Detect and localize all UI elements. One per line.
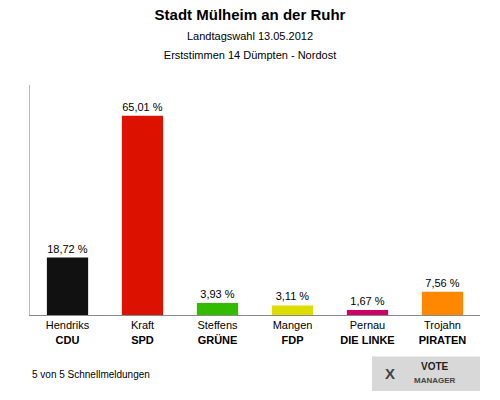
svg-text:X: X xyxy=(385,365,395,382)
svg-text:MangenFDP: MangenFDP xyxy=(273,319,313,345)
svg-text:Stadt Mülheim an der RuhrLandt: Stadt Mülheim an der RuhrLandtagswahl 13… xyxy=(155,6,346,61)
svg-text:SteffensGRÜNE: SteffensGRÜNE xyxy=(197,319,238,345)
svg-text:MANAGER: MANAGER xyxy=(414,376,456,385)
svg-text:3,93 %: 3,93 % xyxy=(200,288,234,300)
svg-text:5 von 5 Schnellmeldungen: 5 von 5 Schnellmeldungen xyxy=(32,369,150,380)
svg-text:VOTE: VOTE xyxy=(421,361,449,372)
svg-text:7,56 %: 7,56 % xyxy=(425,277,459,289)
svg-text:18,72 %: 18,72 % xyxy=(47,243,88,255)
svg-text:KraftSPD: KraftSPD xyxy=(131,319,154,345)
svg-text:1,67 %: 1,67 % xyxy=(350,295,384,307)
svg-text:3,11 %: 3,11 % xyxy=(276,290,310,302)
svg-text:PernauDIE LINKE: PernauDIE LINKE xyxy=(340,319,394,345)
svg-text:TrojahnPIRATEN: TrojahnPIRATEN xyxy=(419,319,467,345)
svg-text:HendriksCDU: HendriksCDU xyxy=(46,319,90,345)
svg-text:65,01 %: 65,01 % xyxy=(122,101,163,113)
